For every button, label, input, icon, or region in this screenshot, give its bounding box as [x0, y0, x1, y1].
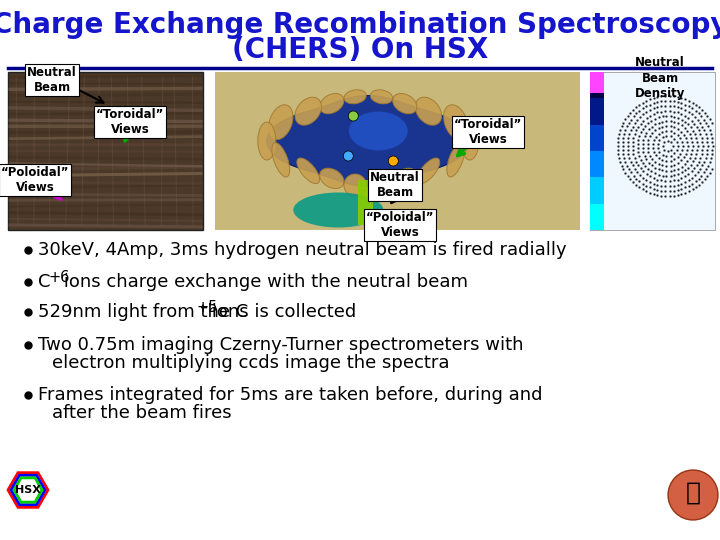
FancyBboxPatch shape — [359, 180, 373, 225]
Text: Charge Exchange Recombination Spectroscopy: Charge Exchange Recombination Spectrosco… — [0, 11, 720, 39]
Text: ions is collected: ions is collected — [206, 303, 356, 321]
Text: Neutral
Beam
Density: Neutral Beam Density — [635, 57, 685, 99]
PathPatch shape — [267, 96, 469, 186]
Ellipse shape — [461, 122, 479, 160]
FancyBboxPatch shape — [590, 72, 715, 230]
Text: “Toroidal”
Views: “Toroidal” Views — [454, 118, 522, 146]
Ellipse shape — [348, 111, 408, 151]
FancyBboxPatch shape — [590, 72, 604, 93]
Text: “Poloidal”
Views: “Poloidal” Views — [1, 166, 69, 194]
Text: 🦡: 🦡 — [685, 481, 701, 505]
Circle shape — [343, 151, 354, 161]
Circle shape — [668, 470, 718, 520]
FancyBboxPatch shape — [590, 98, 604, 125]
Text: 529nm light from the C: 529nm light from the C — [38, 303, 248, 321]
Circle shape — [348, 111, 359, 121]
Ellipse shape — [293, 192, 383, 227]
Text: (CHERS) On HSX: (CHERS) On HSX — [232, 36, 488, 64]
Ellipse shape — [344, 174, 366, 197]
FancyBboxPatch shape — [590, 72, 604, 98]
Ellipse shape — [297, 158, 320, 184]
Text: ions charge exchange with the neutral beam: ions charge exchange with the neutral be… — [58, 273, 468, 291]
Text: after the beam fires: after the beam fires — [52, 404, 232, 422]
Text: “Toroidal”
Views: “Toroidal” Views — [96, 108, 164, 136]
Ellipse shape — [417, 158, 440, 184]
Ellipse shape — [344, 90, 366, 104]
Text: C: C — [38, 273, 50, 291]
Text: +6: +6 — [48, 269, 69, 285]
FancyBboxPatch shape — [590, 151, 604, 177]
Ellipse shape — [370, 174, 392, 197]
Ellipse shape — [320, 168, 344, 188]
Ellipse shape — [295, 97, 321, 125]
Text: electron multiplying ccds image the spectra: electron multiplying ccds image the spec… — [52, 354, 449, 372]
Ellipse shape — [447, 143, 464, 177]
Ellipse shape — [392, 93, 417, 114]
Ellipse shape — [258, 122, 276, 160]
Text: Neutral
Beam: Neutral Beam — [27, 66, 77, 94]
FancyBboxPatch shape — [8, 72, 203, 230]
Text: Neutral
Beam: Neutral Beam — [370, 171, 420, 199]
Text: HSX: HSX — [15, 485, 41, 495]
Text: Two 0.75m imaging Czerny-Turner spectrometers with: Two 0.75m imaging Czerny-Turner spectrom… — [38, 336, 523, 354]
Text: +5: +5 — [196, 300, 217, 314]
Ellipse shape — [392, 168, 417, 188]
Ellipse shape — [415, 97, 441, 125]
Text: Frames integrated for 5ms are taken before, during and: Frames integrated for 5ms are taken befo… — [38, 386, 542, 404]
Ellipse shape — [370, 90, 392, 104]
Text: “Poloidal”
Views: “Poloidal” Views — [366, 211, 434, 239]
Ellipse shape — [272, 143, 289, 177]
Ellipse shape — [269, 105, 293, 139]
FancyBboxPatch shape — [590, 125, 604, 151]
Circle shape — [388, 156, 398, 166]
FancyBboxPatch shape — [590, 177, 604, 204]
Ellipse shape — [444, 105, 468, 139]
Ellipse shape — [320, 93, 344, 114]
FancyBboxPatch shape — [590, 204, 604, 230]
Text: 30keV, 4Amp, 3ms hydrogen neutral beam is fired radially: 30keV, 4Amp, 3ms hydrogen neutral beam i… — [38, 241, 567, 259]
FancyBboxPatch shape — [215, 72, 580, 230]
